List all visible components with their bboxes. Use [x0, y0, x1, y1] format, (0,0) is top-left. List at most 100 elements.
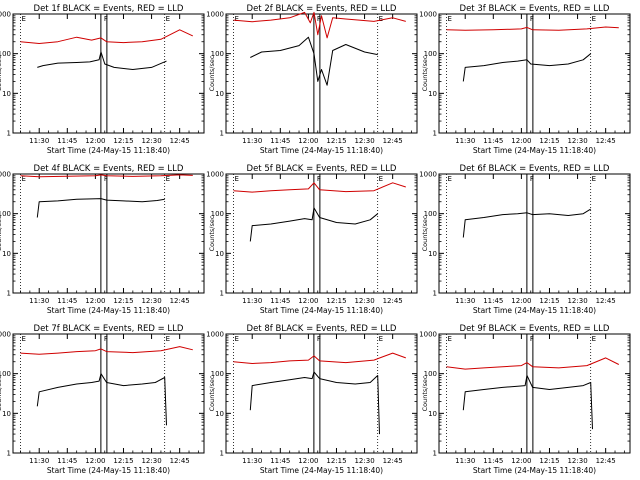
y-tick-label: 100 — [211, 50, 224, 58]
subplot-title: Det 7f BLACK = Events, RED = LLD — [34, 324, 184, 334]
x-tick-label: 12:45 — [383, 457, 403, 465]
time-marker: E — [446, 14, 452, 133]
x-axis-label: Start Time (24-May-15 11:18:40) — [473, 466, 596, 475]
series-events — [462, 208, 591, 238]
y-axis-label: Counts/sec — [421, 375, 429, 411]
y-axis-label: Counts/sec — [0, 215, 3, 251]
subplot-title: Det 1f BLACK = Events, RED = LLD — [34, 4, 184, 14]
time-marker: F — [313, 334, 321, 453]
subplot-2: Det 2f BLACK = Events, RED = LLD 1 10 100 10… — [206, 4, 418, 155]
marker-label: F — [530, 335, 534, 343]
time-marker: F — [313, 174, 321, 293]
x-tick-label: 11:30 — [242, 297, 262, 305]
marker-label: E — [21, 15, 25, 23]
plot-frame — [12, 333, 205, 454]
x-tick-label: 12:00 — [511, 457, 531, 465]
x-tick-label: 12:15 — [326, 297, 346, 305]
y-tick-label: 10 — [2, 410, 11, 418]
x-tick-label: 12:30 — [354, 457, 374, 465]
x-tick-label: 11:45 — [483, 297, 503, 305]
x-tick-label: 12:00 — [511, 297, 531, 305]
y-tick-label: 10 — [2, 90, 11, 98]
x-tick-label: 11:30 — [455, 457, 475, 465]
marker-label: F — [104, 335, 108, 343]
time-marker: F — [100, 334, 108, 453]
y-axis-label: Counts/sec — [208, 215, 216, 251]
series-lld — [233, 11, 406, 39]
subplot-3: Det 3f BLACK = Events, RED = LLD 1 10 100 10… — [419, 4, 631, 155]
x-tick-label: 12:15 — [539, 137, 559, 145]
marker-label: E — [447, 175, 451, 183]
x-tick-label: 12:15 — [326, 137, 346, 145]
series-lld — [233, 352, 406, 364]
x-tick-label: 12:15 — [113, 297, 133, 305]
marker-label: E — [447, 15, 451, 23]
marker-label: E — [166, 335, 170, 343]
y-tick-label: 1 — [7, 450, 11, 458]
y-tick-label: 10 — [2, 250, 11, 258]
marker-label: E — [21, 335, 25, 343]
series-events — [36, 373, 167, 426]
y-tick-label: 1 — [433, 290, 437, 298]
marker-label: F — [317, 15, 321, 23]
marker-label: E — [592, 175, 596, 183]
plot-frame — [438, 13, 631, 134]
marker-label: E — [234, 335, 238, 343]
y-tick-label: 1000 — [206, 331, 224, 339]
y-tick-label: 10 — [428, 410, 437, 418]
subplot-title: Det 4f BLACK = Events, RED = LLD — [34, 164, 184, 174]
y-tick-label: 100 — [424, 370, 437, 378]
y-axis-label: Counts/sec — [0, 55, 3, 91]
plot-frame — [225, 333, 418, 454]
time-marker: E — [20, 14, 26, 133]
x-axis-label: Start Time (24-May-15 11:18:40) — [473, 146, 596, 155]
x-tick-label: 12:00 — [85, 297, 105, 305]
x-tick-label: 12:45 — [170, 457, 190, 465]
marker-label: E — [447, 335, 451, 343]
marker-label: E — [592, 15, 596, 23]
x-tick-label: 12:30 — [567, 297, 587, 305]
x-tick-label: 12:00 — [298, 137, 318, 145]
time-marker: E — [377, 174, 383, 293]
y-tick-label: 100 — [424, 210, 437, 218]
marker-label: F — [317, 175, 321, 183]
x-tick-label: 11:30 — [29, 137, 49, 145]
plot-frame — [12, 173, 205, 294]
x-tick-label: 11:45 — [483, 457, 503, 465]
time-marker: E — [20, 174, 26, 293]
marker-label: F — [104, 15, 108, 23]
x-tick-label: 12:15 — [113, 137, 133, 145]
x-tick-label: 12:00 — [298, 297, 318, 305]
y-axis-label: Counts/sec — [208, 375, 216, 411]
x-tick-label: 12:45 — [596, 297, 616, 305]
y-axis-label: Counts/sec — [421, 215, 429, 251]
x-tick-label: 12:00 — [85, 137, 105, 145]
y-axis-label: Counts/sec — [0, 375, 3, 411]
marker-label: F — [104, 175, 108, 183]
series-lld — [233, 182, 406, 193]
subplot-7: Det 7f BLACK = Events, RED = LLD 1 10 100 10… — [0, 324, 205, 475]
time-marker: F — [526, 334, 534, 453]
time-marker: E — [590, 14, 596, 133]
series-lld — [20, 29, 194, 44]
x-tick-label: 12:45 — [170, 297, 190, 305]
marker-label: F — [530, 15, 534, 23]
marker-label: F — [317, 335, 321, 343]
subplot-8: Det 8f BLACK = Events, RED = LLD 1 10 100 10… — [206, 324, 418, 475]
x-axis-label: Start Time (24-May-15 11:18:40) — [47, 466, 170, 475]
x-tick-label: 12:00 — [85, 457, 105, 465]
x-tick-label: 11:30 — [242, 457, 262, 465]
plot-frame — [225, 13, 418, 134]
plot-frame — [438, 173, 631, 294]
x-tick-label: 11:30 — [242, 137, 262, 145]
subplot-title: Det 5f BLACK = Events, RED = LLD — [247, 164, 397, 174]
series-lld — [446, 26, 619, 31]
subplot-6: Det 6f BLACK = Events, RED = LLD 1 10 100 10… — [419, 164, 631, 315]
x-tick-label: 12:15 — [539, 457, 559, 465]
marker-label: E — [379, 175, 383, 183]
y-tick-label: 100 — [424, 50, 437, 58]
x-tick-label: 12:30 — [354, 297, 374, 305]
x-tick-label: 12:30 — [141, 137, 161, 145]
marker-label: E — [379, 15, 383, 23]
marker-label: F — [530, 175, 534, 183]
